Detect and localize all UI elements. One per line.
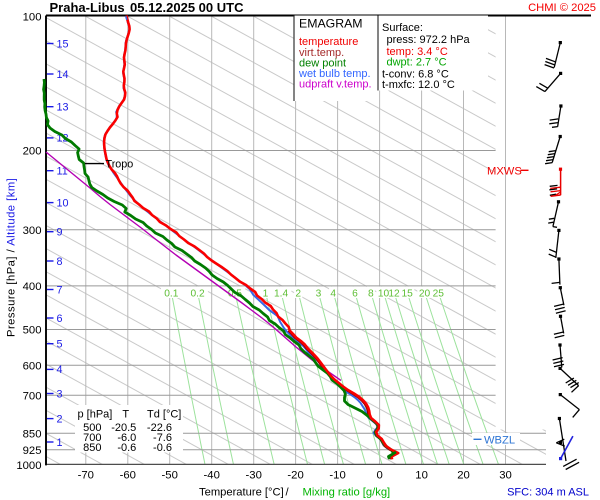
svg-text:400: 400 xyxy=(23,281,42,293)
svg-text:6: 6 xyxy=(57,313,63,325)
svg-text:dwpt: 2.7 °C: dwpt: 2.7 °C xyxy=(387,57,447,69)
svg-text:-20: -20 xyxy=(287,469,303,481)
svg-text:1: 1 xyxy=(57,437,63,449)
svg-text:2: 2 xyxy=(57,413,63,425)
svg-text:25: 25 xyxy=(433,289,445,300)
svg-text:CHMI © 2025: CHMI © 2025 xyxy=(528,2,596,14)
svg-text:-0.6: -0.6 xyxy=(117,442,136,454)
svg-text:5: 5 xyxy=(57,339,63,351)
svg-text:-0.6: -0.6 xyxy=(153,442,172,454)
svg-text:500: 500 xyxy=(83,422,101,434)
svg-text:wet bulb temp.: wet bulb temp. xyxy=(298,68,371,80)
svg-text:700: 700 xyxy=(23,391,42,403)
svg-text:T: T xyxy=(122,409,129,421)
svg-text:8: 8 xyxy=(368,289,374,300)
svg-text:Mixing ratio [g/kg]: Mixing ratio [g/kg] xyxy=(303,486,391,498)
svg-text:200: 200 xyxy=(23,146,42,158)
svg-text:/: / xyxy=(286,486,290,498)
svg-text:temp: 3.4 °C: temp: 3.4 °C xyxy=(387,46,448,58)
svg-text:6: 6 xyxy=(352,289,358,300)
svg-text:925: 925 xyxy=(23,445,42,457)
svg-text:Praha-Libus: Praha-Libus xyxy=(50,0,125,15)
svg-text:11: 11 xyxy=(57,166,68,178)
svg-text:t-conv: 6.8 °C: t-conv: 6.8 °C xyxy=(382,69,449,81)
svg-text:300: 300 xyxy=(23,225,42,237)
svg-text:MXWS: MXWS xyxy=(487,166,522,178)
svg-text:4: 4 xyxy=(57,364,63,376)
svg-text:-7.6: -7.6 xyxy=(153,432,172,444)
svg-text:0.2: 0.2 xyxy=(191,289,205,300)
svg-text:2: 2 xyxy=(295,289,301,300)
svg-text:SFC: 304 m ASL: SFC: 304 m ASL xyxy=(507,486,589,498)
svg-text:t-mxfc: 12.0 °C: t-mxfc: 12.0 °C xyxy=(382,79,455,91)
svg-text:-40: -40 xyxy=(204,469,220,481)
svg-text:05.12.2025 00 UTC: 05.12.2025 00 UTC xyxy=(130,0,244,15)
svg-text:0: 0 xyxy=(376,469,382,481)
svg-text:850: 850 xyxy=(83,442,101,454)
svg-text:7: 7 xyxy=(57,284,63,296)
svg-text:700: 700 xyxy=(83,432,101,444)
svg-text:850: 850 xyxy=(23,428,42,440)
svg-text:1000: 1000 xyxy=(16,460,41,472)
svg-text:14: 14 xyxy=(57,69,69,81)
svg-text:12: 12 xyxy=(388,289,400,300)
svg-text:-50: -50 xyxy=(162,469,178,481)
svg-text:30: 30 xyxy=(499,469,512,481)
svg-text:20: 20 xyxy=(419,289,431,300)
svg-text:1.4: 1.4 xyxy=(274,289,288,300)
svg-text:udpraft v.temp.: udpraft v.temp. xyxy=(299,79,372,91)
svg-text:15: 15 xyxy=(402,289,414,300)
svg-text:9: 9 xyxy=(57,227,63,239)
svg-text:3: 3 xyxy=(57,388,63,400)
svg-text:Surface:: Surface: xyxy=(382,22,423,34)
svg-text:temperature: temperature xyxy=(299,36,358,48)
svg-text:10: 10 xyxy=(378,289,390,300)
svg-text:virt.temp.: virt.temp. xyxy=(299,47,344,59)
svg-text:Temperature [°C]: Temperature [°C] xyxy=(199,486,284,498)
svg-text:1: 1 xyxy=(263,289,269,300)
svg-text:EMAGRAM: EMAGRAM xyxy=(299,17,363,31)
svg-text:10: 10 xyxy=(415,469,428,481)
svg-text:12: 12 xyxy=(57,133,69,145)
svg-text:4: 4 xyxy=(330,289,336,300)
svg-text:10: 10 xyxy=(57,197,69,209)
svg-text:press: 972.2 hPa: press: 972.2 hPa xyxy=(387,34,471,46)
svg-text:Pressure [hPa] / Altitude [k: Pressure [hPa] / Altitude [km] xyxy=(6,178,18,337)
svg-text:-6.0: -6.0 xyxy=(117,432,136,444)
svg-text:8: 8 xyxy=(57,256,63,268)
svg-text:600: 600 xyxy=(23,360,42,372)
svg-text:0.1: 0.1 xyxy=(164,289,178,300)
svg-text:p [hPa]: p [hPa] xyxy=(78,409,113,421)
svg-text:13: 13 xyxy=(57,102,69,114)
svg-text:20: 20 xyxy=(457,469,470,481)
svg-text:Tropo: Tropo xyxy=(106,158,134,170)
svg-text:-10: -10 xyxy=(329,469,345,481)
svg-text:100: 100 xyxy=(23,12,42,24)
svg-text:-70: -70 xyxy=(78,469,94,481)
svg-text:-60: -60 xyxy=(120,469,136,481)
svg-text:500: 500 xyxy=(23,325,42,337)
svg-text:WBZL: WBZL xyxy=(484,434,515,446)
svg-text:dew point: dew point xyxy=(299,57,346,69)
svg-text:3: 3 xyxy=(316,289,322,300)
svg-text:-22.6: -22.6 xyxy=(147,422,172,434)
svg-text:15: 15 xyxy=(57,38,69,50)
svg-text:Td [°C]: Td [°C] xyxy=(147,409,181,421)
svg-text:-20.5: -20.5 xyxy=(111,422,136,434)
svg-text:-30: -30 xyxy=(246,469,262,481)
